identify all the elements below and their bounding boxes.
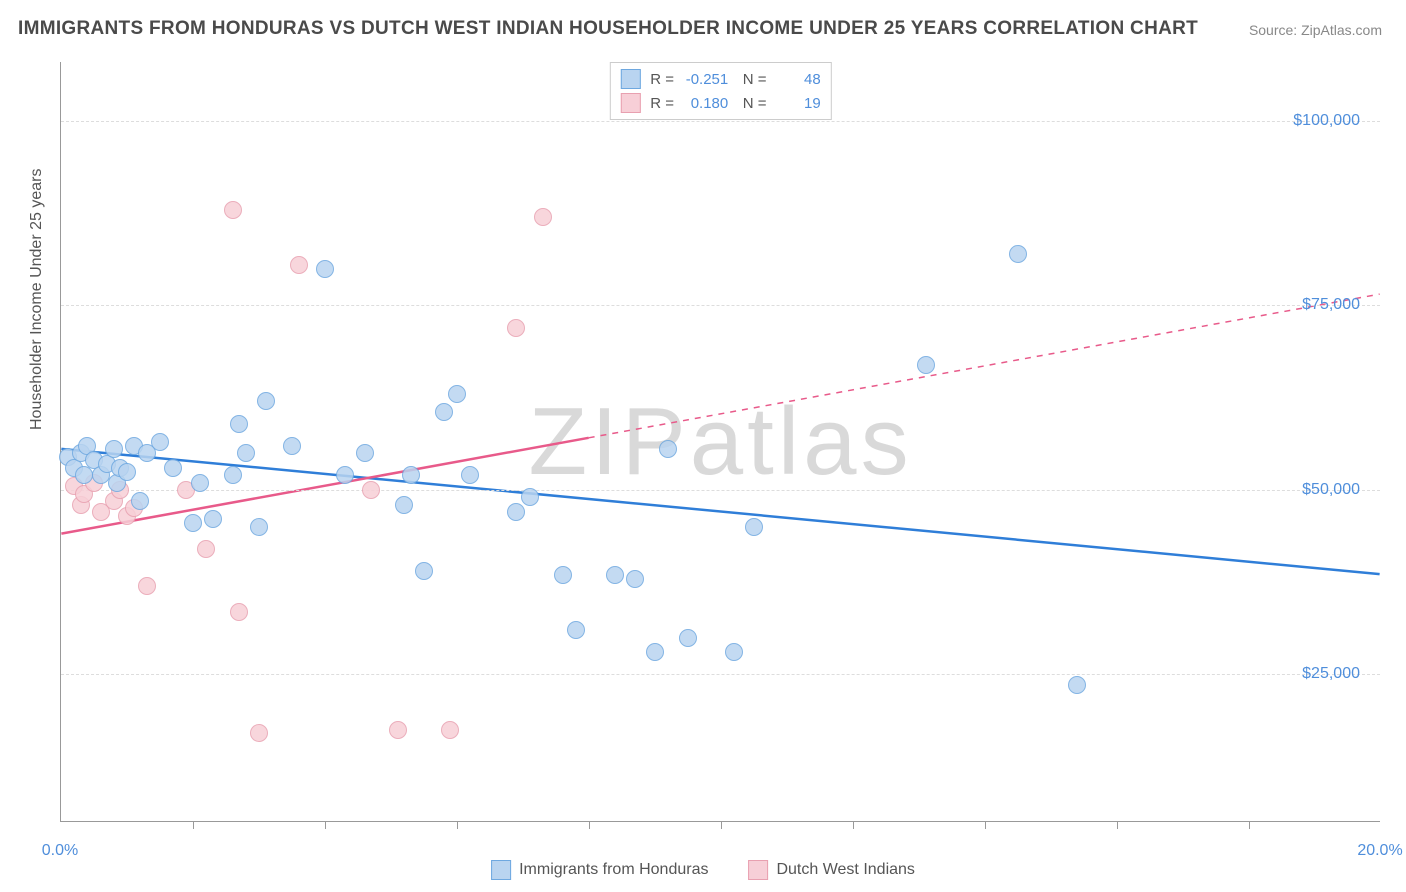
scatter-point-a bbox=[917, 356, 935, 374]
scatter-point-a bbox=[283, 437, 301, 455]
scatter-point-b bbox=[290, 256, 308, 274]
scatter-point-a bbox=[204, 510, 222, 528]
legend-item: Immigrants from Honduras bbox=[491, 860, 708, 880]
scatter-point-a bbox=[184, 514, 202, 532]
scatter-point-a bbox=[336, 466, 354, 484]
scatter-point-a bbox=[659, 440, 677, 458]
legend-stat-row: R = 0.180 N = 19 bbox=[620, 91, 820, 115]
scatter-point-a bbox=[224, 466, 242, 484]
chart-title: IMMIGRANTS FROM HONDURAS VS DUTCH WEST I… bbox=[18, 18, 1198, 40]
scatter-point-a bbox=[191, 474, 209, 492]
scatter-point-a bbox=[1009, 245, 1027, 263]
y-axis-label: Householder Income Under 25 years bbox=[28, 169, 46, 430]
scatter-point-a bbox=[646, 643, 664, 661]
x-max-label: 20.0% bbox=[1357, 842, 1402, 860]
scatter-point-a bbox=[230, 415, 248, 433]
scatter-point-a bbox=[606, 566, 624, 584]
source-label: Source: ZipAtlas.com bbox=[1249, 22, 1382, 38]
scatter-point-a bbox=[250, 518, 268, 536]
scatter-point-a bbox=[448, 385, 466, 403]
scatter-point-b bbox=[230, 603, 248, 621]
x-tick bbox=[985, 821, 986, 829]
legend-stat-row: R = -0.251 N = 48 bbox=[620, 67, 820, 91]
legend-swatch bbox=[620, 69, 640, 89]
trend-line-a bbox=[61, 449, 1379, 574]
scatter-point-a bbox=[151, 433, 169, 451]
scatter-point-a bbox=[435, 403, 453, 421]
scatter-point-b bbox=[362, 481, 380, 499]
x-tick bbox=[589, 821, 590, 829]
y-tick-label: $100,000 bbox=[1293, 112, 1360, 130]
scatter-point-a bbox=[105, 440, 123, 458]
y-tick-label: $25,000 bbox=[1302, 665, 1360, 683]
legend-stats: R = -0.251 N = 48 R = 0.180 N = 19 bbox=[609, 62, 831, 120]
scatter-point-a bbox=[118, 463, 136, 481]
watermark-text: ZIPatlas bbox=[528, 387, 912, 497]
scatter-point-a bbox=[507, 503, 525, 521]
scatter-point-a bbox=[461, 466, 479, 484]
scatter-point-a bbox=[521, 488, 539, 506]
gridline bbox=[61, 121, 1380, 122]
gridline bbox=[61, 490, 1380, 491]
scatter-point-a bbox=[415, 562, 433, 580]
scatter-point-b bbox=[389, 721, 407, 739]
scatter-point-a bbox=[745, 518, 763, 536]
scatter-point-a bbox=[257, 392, 275, 410]
scatter-point-b bbox=[138, 577, 156, 595]
x-tick bbox=[1117, 821, 1118, 829]
gridline bbox=[61, 674, 1380, 675]
x-tick bbox=[853, 821, 854, 829]
legend-item: Dutch West Indians bbox=[748, 860, 914, 880]
scatter-point-b bbox=[441, 721, 459, 739]
trend-lines-layer bbox=[61, 62, 1380, 821]
scatter-point-a bbox=[679, 629, 697, 647]
scatter-point-b bbox=[250, 724, 268, 742]
x-tick bbox=[1249, 821, 1250, 829]
plot-area: ZIPatlas R = -0.251 N = 48 R = 0.180 N = … bbox=[60, 62, 1380, 822]
legend-stat-text: R = -0.251 N = 48 bbox=[648, 71, 820, 88]
legend-swatch bbox=[491, 860, 511, 880]
x-tick bbox=[325, 821, 326, 829]
legend-bottom: Immigrants from Honduras Dutch West India… bbox=[491, 860, 915, 880]
scatter-point-a bbox=[725, 643, 743, 661]
scatter-point-a bbox=[131, 492, 149, 510]
legend-stat-text: R = 0.180 N = 19 bbox=[648, 95, 820, 112]
scatter-point-a bbox=[395, 496, 413, 514]
scatter-point-a bbox=[554, 566, 572, 584]
scatter-point-a bbox=[402, 466, 420, 484]
gridline bbox=[61, 305, 1380, 306]
scatter-point-b bbox=[534, 208, 552, 226]
scatter-point-a bbox=[237, 444, 255, 462]
y-tick-label: $75,000 bbox=[1302, 296, 1360, 314]
trend-line-b-extrapolated bbox=[589, 294, 1380, 438]
scatter-point-a bbox=[316, 260, 334, 278]
scatter-point-a bbox=[567, 621, 585, 639]
legend-label: Dutch West Indians bbox=[776, 861, 914, 879]
legend-swatch bbox=[620, 93, 640, 113]
x-tick bbox=[457, 821, 458, 829]
scatter-point-b bbox=[507, 319, 525, 337]
legend-label: Immigrants from Honduras bbox=[519, 861, 708, 879]
scatter-point-a bbox=[1068, 676, 1086, 694]
y-tick-label: $50,000 bbox=[1302, 481, 1360, 499]
scatter-point-a bbox=[356, 444, 374, 462]
scatter-point-b bbox=[224, 201, 242, 219]
scatter-point-a bbox=[164, 459, 182, 477]
scatter-point-a bbox=[626, 570, 644, 588]
x-tick bbox=[193, 821, 194, 829]
x-tick bbox=[721, 821, 722, 829]
legend-swatch bbox=[748, 860, 768, 880]
x-min-label: 0.0% bbox=[42, 842, 78, 860]
scatter-point-b bbox=[197, 540, 215, 558]
